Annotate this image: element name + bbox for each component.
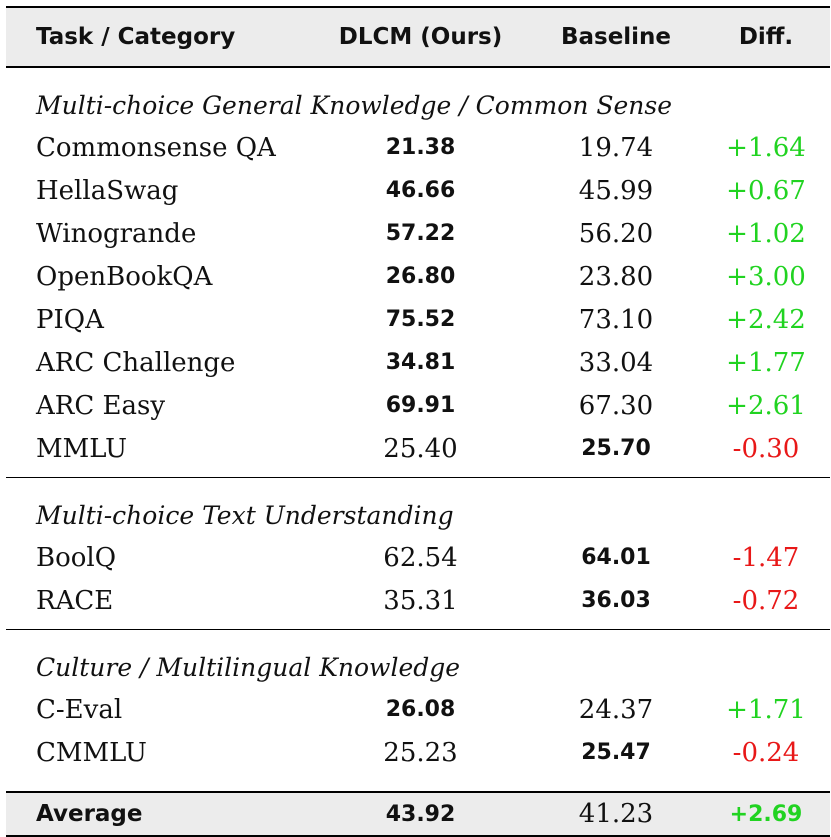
task-name-cell: HellaSwag	[36, 175, 179, 206]
table-row: Commonsense QA 21.38 19.74 +1.64	[6, 126, 830, 169]
baseline-score-cell: 24.37	[578, 694, 654, 725]
diff-cell: +2.61	[726, 390, 806, 421]
diff-cell: -0.30	[732, 433, 800, 464]
task-name-cell: Winogrande	[36, 218, 197, 249]
section-header-row: Culture / Multilingual Knowledge	[6, 629, 830, 689]
task-name-cell: ARC Challenge	[36, 347, 236, 378]
task-name-cell: MMLU	[36, 433, 127, 464]
dlcm-score-cell: 57.22	[385, 221, 456, 246]
dlcm-score-cell: 69.91	[385, 393, 456, 418]
section-spacer	[6, 622, 830, 630]
dlcm-score-cell: 26.08	[385, 697, 456, 722]
table-row: Winogrande 57.22 56.20 +1.02	[6, 212, 830, 255]
average-row: Average 43.92 41.23 +2.69	[6, 792, 830, 836]
section-title: Multi-choice Text Understanding	[36, 501, 454, 530]
table-row: ARC Challenge 34.81 33.04 +1.77	[6, 341, 830, 384]
spacer-cell	[6, 470, 830, 478]
dlcm-score-cell: 21.38	[385, 135, 456, 160]
baseline-score-cell: 73.10	[578, 304, 654, 335]
average-label: Average	[6, 792, 311, 836]
baseline-score-cell: 33.04	[578, 347, 654, 378]
baseline-score-cell: 64.01	[581, 545, 651, 570]
baseline-score-cell: 19.74	[578, 132, 654, 163]
task-name-cell: CMMLU	[36, 737, 147, 768]
table-row: MMLU 25.40 25.70 -0.30	[6, 427, 830, 470]
section-header-row: Multi-choice General Knowledge / Common …	[6, 67, 830, 126]
task-name-cell: OpenBookQA	[36, 261, 213, 292]
header-diff: Diff.	[702, 7, 830, 67]
table-row: CMMLU 25.23 25.47 -0.24	[6, 731, 830, 774]
table-body: Multi-choice General Knowledge / Common …	[6, 67, 830, 836]
results-table-container: Task / Category DLCM (Ours) Baseline Dif…	[6, 6, 830, 837]
task-name-cell: BoolQ	[36, 542, 117, 573]
task-name-cell: C-Eval	[36, 694, 123, 725]
section-header-row: Multi-choice Text Understanding	[6, 477, 830, 537]
results-table: Task / Category DLCM (Ours) Baseline Dif…	[6, 6, 830, 837]
section-title: Multi-choice General Knowledge / Common …	[36, 91, 673, 120]
average-gap	[6, 781, 830, 792]
task-name-cell: RACE	[36, 585, 114, 616]
table-row: PIQA 75.52 73.10 +2.42	[6, 298, 830, 341]
header-dlcm: DLCM (Ours)	[311, 7, 530, 67]
header-row: Task / Category DLCM (Ours) Baseline Dif…	[6, 7, 830, 67]
baseline-score-cell: 56.20	[578, 218, 654, 249]
baseline-score-cell: 45.99	[578, 175, 654, 206]
dlcm-score-cell: 35.31	[383, 585, 458, 616]
dlcm-score-cell: 62.54	[383, 542, 458, 573]
average-diff: +2.69	[702, 792, 830, 836]
dlcm-score-cell: 26.80	[385, 264, 456, 289]
task-name-cell: PIQA	[36, 304, 104, 335]
dlcm-score-cell: 25.40	[383, 433, 458, 464]
dlcm-score-cell: 75.52	[385, 307, 456, 332]
diff-cell: -0.24	[732, 737, 800, 768]
dlcm-score-cell: 25.23	[383, 737, 458, 768]
table-row: ARC Easy 69.91 67.30 +2.61	[6, 384, 830, 427]
header-baseline: Baseline	[530, 7, 702, 67]
average-dlcm: 43.92	[311, 792, 530, 836]
task-name-cell: Commonsense QA	[36, 132, 276, 163]
header-task: Task / Category	[6, 7, 311, 67]
baseline-score-cell: 23.80	[578, 261, 654, 292]
table-row: BoolQ 62.54 64.01 -1.47	[6, 536, 830, 579]
spacer-cell	[6, 622, 830, 630]
average-baseline: 41.23	[530, 792, 702, 836]
diff-cell: +0.67	[726, 175, 806, 206]
diff-cell: -0.72	[732, 585, 800, 616]
spacer-cell	[6, 774, 830, 781]
diff-cell: +3.00	[726, 261, 806, 292]
diff-cell: -1.47	[732, 542, 800, 573]
diff-cell: +1.77	[726, 347, 806, 378]
table-header: Task / Category DLCM (Ours) Baseline Dif…	[6, 7, 830, 67]
diff-cell: +2.42	[726, 304, 806, 335]
table-row: C-Eval 26.08 24.37 +1.71	[6, 688, 830, 731]
table-row: OpenBookQA 26.80 23.80 +3.00	[6, 255, 830, 298]
section-spacer	[6, 470, 830, 478]
dlcm-score-cell: 34.81	[385, 350, 456, 375]
section-spacer	[6, 774, 830, 781]
baseline-score-cell: 25.70	[581, 436, 651, 461]
gap-cell	[6, 781, 830, 792]
table-row: RACE 35.31 36.03 -0.72	[6, 579, 830, 622]
diff-cell: +1.02	[726, 218, 806, 249]
baseline-score-cell: 36.03	[581, 588, 651, 613]
section-title: Culture / Multilingual Knowledge	[36, 653, 461, 682]
diff-cell: +1.71	[726, 694, 806, 725]
dlcm-score-cell: 46.66	[385, 178, 456, 203]
diff-cell: +1.64	[726, 132, 806, 163]
baseline-score-cell: 25.47	[581, 740, 651, 765]
task-name-cell: ARC Easy	[36, 390, 166, 421]
baseline-score-cell: 67.30	[578, 390, 654, 421]
table-row: HellaSwag 46.66 45.99 +0.67	[6, 169, 830, 212]
